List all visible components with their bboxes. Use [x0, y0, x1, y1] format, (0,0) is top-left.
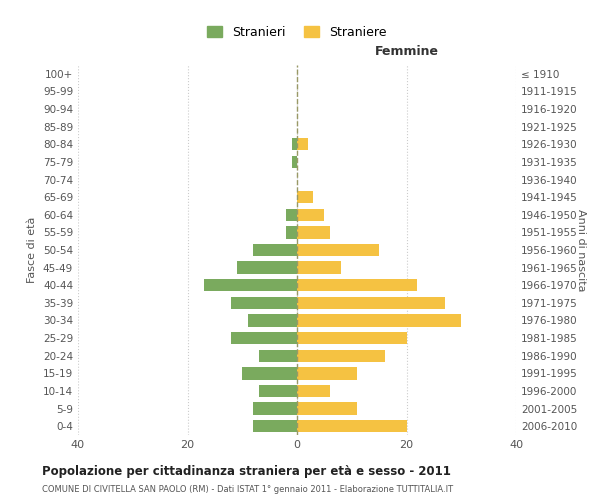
Y-axis label: Anni di nascita: Anni di nascita — [576, 209, 586, 291]
Bar — [237, 262, 297, 274]
Bar — [297, 385, 330, 397]
Text: Popolazione per cittadinanza straniera per età e sesso - 2011: Popolazione per cittadinanza straniera p… — [42, 465, 451, 478]
Bar — [232, 332, 297, 344]
Bar — [297, 314, 461, 326]
Bar — [292, 156, 297, 168]
Bar — [286, 208, 297, 221]
Bar — [286, 226, 297, 238]
Bar — [253, 420, 297, 432]
Bar — [297, 332, 407, 344]
Bar — [204, 279, 297, 291]
Bar — [242, 367, 297, 380]
Bar — [259, 350, 297, 362]
Bar — [297, 279, 418, 291]
Bar — [292, 138, 297, 150]
Text: Femmine: Femmine — [374, 44, 439, 58]
Bar — [297, 262, 341, 274]
Bar — [248, 314, 297, 326]
Bar — [297, 296, 445, 309]
Bar — [297, 350, 385, 362]
Bar — [297, 244, 379, 256]
Text: COMUNE DI CIVITELLA SAN PAOLO (RM) - Dati ISTAT 1° gennaio 2011 - Elaborazione T: COMUNE DI CIVITELLA SAN PAOLO (RM) - Dat… — [42, 485, 453, 494]
Legend: Stranieri, Straniere: Stranieri, Straniere — [205, 23, 389, 41]
Bar — [253, 402, 297, 414]
Bar — [297, 191, 313, 203]
Y-axis label: Fasce di età: Fasce di età — [28, 217, 37, 283]
Bar — [259, 385, 297, 397]
Bar — [297, 420, 407, 432]
Bar — [253, 244, 297, 256]
Bar — [232, 296, 297, 309]
Bar — [297, 402, 357, 414]
Bar — [297, 367, 357, 380]
Bar — [297, 208, 325, 221]
Bar — [297, 138, 308, 150]
Bar — [297, 226, 330, 238]
